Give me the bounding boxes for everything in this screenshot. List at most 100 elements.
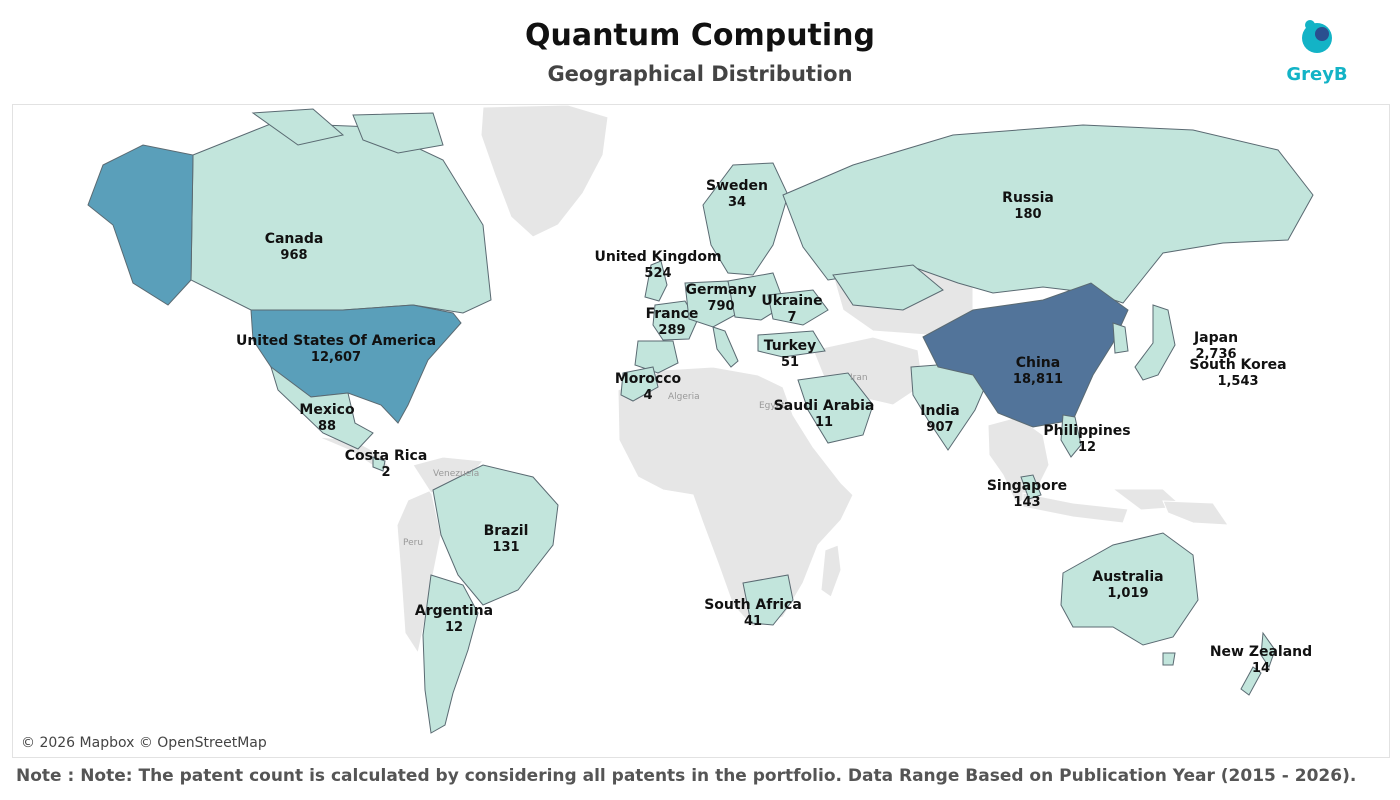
country-count: 1,543 (1217, 374, 1259, 390)
country-count: 88 (317, 419, 337, 435)
country-count: 51 (780, 355, 800, 371)
country-label-argentina[interactable]: Argentina 12 (415, 603, 493, 636)
country-label-singapore[interactable]: Singapore 143 (987, 478, 1067, 511)
country-count: 131 (492, 540, 520, 556)
country-shape-singapore (1020, 474, 1042, 500)
country-count: 1,019 (1107, 586, 1149, 602)
country-label-costa-rica[interactable]: Costa Rica 2 (345, 448, 428, 481)
base-map-labels: Iran Algeria Egypt Venezuela Peru (403, 373, 868, 548)
country-name: Russia (1002, 190, 1054, 206)
country-label-japan[interactable]: Japan 2,736 (1194, 330, 1238, 363)
country-shape-brazil (432, 464, 559, 606)
country-count: 14 (1251, 661, 1271, 677)
country-shape-mexico (270, 365, 374, 450)
country-label-china[interactable]: China 18,811 (1013, 355, 1063, 388)
country-name: New Zealand (1209, 644, 1313, 660)
country-label-united-states-of-america[interactable]: United States Of America 12,607 (236, 333, 436, 366)
country-name: India (920, 403, 960, 419)
logo-text: GreyB (1286, 64, 1348, 85)
country-name: Mexico (299, 402, 355, 418)
country-label-morocco[interactable]: Morocco 4 (615, 371, 681, 404)
country-count: 11 (814, 415, 834, 431)
country-name: Japan (1193, 330, 1239, 346)
country-label-philippines[interactable]: Philippines 12 (1043, 423, 1130, 456)
country-label-saudi-arabia[interactable]: Saudi Arabia 11 (774, 398, 875, 431)
country-count: 968 (280, 248, 308, 264)
country-name: Saudi Arabia (773, 398, 875, 414)
country-label-sweden[interactable]: Sweden 34 (706, 178, 768, 211)
country-label-south-africa[interactable]: South Africa 41 (704, 597, 802, 630)
country-shape-philippines (1060, 414, 1082, 458)
country-count: 41 (743, 614, 763, 630)
country-label-south-korea[interactable]: South Korea 1,543 (1189, 357, 1286, 390)
country-name: Argentina (414, 603, 494, 619)
country-count: 790 (707, 299, 735, 315)
country-count: 907 (926, 420, 954, 436)
country-count: 524 (644, 266, 672, 282)
country-name: Germany (685, 282, 757, 298)
country-shape-ukraine (767, 289, 829, 326)
base-label-egypt: Egypt (759, 401, 785, 411)
country-name: United States Of America (235, 333, 437, 349)
country-label-turkey[interactable]: Turkey 51 (764, 338, 816, 371)
country-shape-japan (1134, 304, 1176, 381)
country-count: 18,811 (1012, 372, 1064, 388)
country-name: South Africa (704, 597, 802, 613)
country-count: 289 (658, 323, 686, 339)
country-label-germany[interactable]: Germany 790 (685, 282, 756, 315)
country-shape-korea (1112, 322, 1129, 354)
country-label-russia[interactable]: Russia 180 (1002, 190, 1054, 223)
base-label-iran: Iran (850, 373, 868, 383)
world-map: Iran Algeria Egypt Venezuela Peru (87, 105, 1314, 734)
map-attribution[interactable]: © 2026 Mapbox © OpenStreetMap (21, 735, 267, 751)
country-shape-australia (1060, 532, 1199, 646)
country-name: Turkey (763, 338, 817, 354)
country-count: 143 (1013, 495, 1041, 511)
country-shape-saudi (797, 372, 874, 444)
country-shape-morocco (620, 366, 659, 402)
country-label-canada[interactable]: Canada 968 (265, 231, 324, 264)
base-label-venezuela: Venezuela (433, 469, 479, 479)
country-count: 2,736 (1195, 347, 1237, 363)
country-name: United Kingdom (594, 249, 722, 265)
country-label-united-kingdom[interactable]: United Kingdom 524 (594, 249, 721, 282)
country-label-brazil[interactable]: Brazil 131 (484, 523, 529, 556)
country-count: 12 (444, 620, 464, 636)
footer-note: Note : Note: The patent count is calcula… (16, 766, 1357, 786)
chart-subtitle: Geographical Distribution (547, 62, 853, 86)
country-label-france[interactable]: France 289 (646, 306, 699, 339)
country-shape-alaska (87, 144, 194, 306)
country-name: Australia (1092, 569, 1164, 585)
country-shape-uk (644, 260, 668, 302)
country-count: 4 (643, 388, 653, 404)
country-label-ukraine[interactable]: Ukraine 7 (761, 293, 822, 326)
country-count: 12 (1077, 440, 1097, 456)
country-label-mexico[interactable]: Mexico 88 (299, 402, 354, 435)
base-label-algeria: Algeria (668, 392, 700, 402)
country-count: 2 (381, 465, 391, 481)
country-shape-china (922, 282, 1129, 428)
country-count: 12,607 (310, 350, 362, 366)
country-shape-argentina (422, 574, 479, 734)
country-shape-germany (684, 280, 736, 328)
country-name: Ukraine (761, 293, 823, 309)
country-count: 34 (727, 195, 747, 211)
country-label-new-zealand[interactable]: New Zealand 14 (1210, 644, 1312, 677)
country-shape-south-africa (742, 574, 794, 626)
country-label-india[interactable]: India 907 (920, 403, 959, 436)
country-shape-turkey (757, 330, 826, 358)
base-land (317, 105, 1229, 655)
country-name: Philippines (1043, 423, 1131, 439)
country-name: France (645, 306, 699, 322)
country-count: 180 (1014, 207, 1042, 223)
map-view[interactable]: Iran Algeria Egypt Venezuela Peru China 1… (12, 104, 1390, 758)
selected-countries (87, 108, 1314, 734)
greyb-logo: GreyB (1282, 16, 1352, 86)
logo-icon (1302, 20, 1332, 53)
country-name: South Korea (1189, 357, 1287, 373)
country-label-australia[interactable]: Australia 1,019 (1092, 569, 1163, 602)
country-shape-costa-rica (372, 456, 386, 472)
base-label-peru: Peru (403, 538, 423, 548)
country-shape-sweden (702, 162, 789, 276)
country-name: Singapore (986, 478, 1068, 494)
